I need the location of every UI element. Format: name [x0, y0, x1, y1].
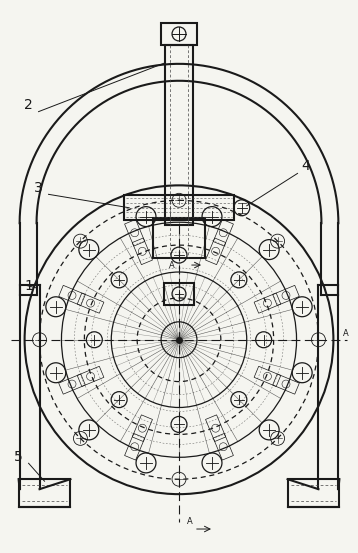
Text: 2: 2 [24, 98, 33, 112]
Text: A: A [169, 261, 175, 270]
Bar [19, 479, 71, 507]
Text: 4: 4 [301, 159, 310, 174]
Text: 1: 1 [24, 279, 33, 293]
Text: 5: 5 [14, 450, 23, 465]
Bar [287, 479, 339, 507]
Text: A: A [343, 329, 349, 338]
Bar [153, 218, 205, 258]
Bar [161, 23, 197, 45]
Bar [164, 283, 194, 305]
Bar [165, 45, 193, 225]
Text: 3: 3 [34, 181, 43, 195]
Text: A: A [187, 517, 193, 526]
Bar [124, 195, 234, 220]
